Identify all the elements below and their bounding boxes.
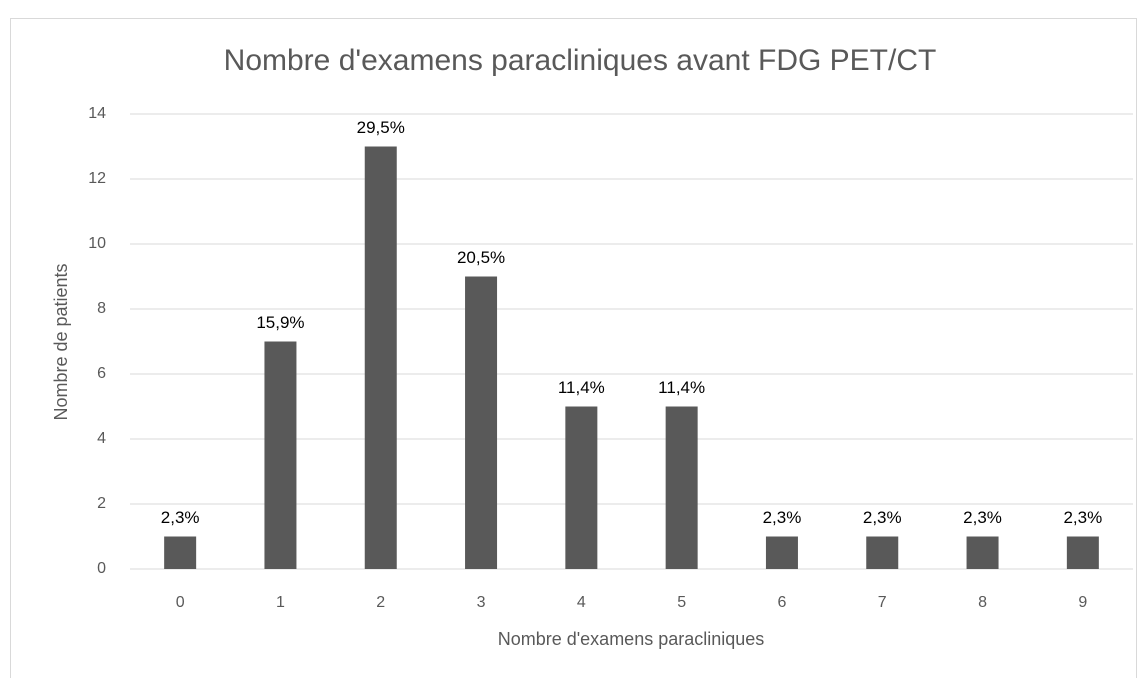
y-tick-label: 10 <box>88 235 106 252</box>
y-tick-label: 2 <box>97 495 106 512</box>
bar <box>164 536 197 569</box>
y-tick-label: 0 <box>97 560 106 577</box>
chart-title: Nombre d'examens paracliniques avant FDG… <box>224 44 937 77</box>
bar <box>565 406 598 569</box>
chart-border <box>10 18 1137 678</box>
bar <box>364 146 397 569</box>
data-label: 15,9% <box>256 313 304 332</box>
x-tick-label: 4 <box>577 594 586 611</box>
x-tick-label: 6 <box>777 594 786 611</box>
y-tick-label: 14 <box>88 105 106 122</box>
data-label: 11,4% <box>558 378 605 397</box>
bar <box>966 536 999 569</box>
y-tick-label: 4 <box>97 430 106 447</box>
y-axis-label: Nombre de patients <box>51 263 71 420</box>
bar <box>765 536 798 569</box>
bar <box>264 341 297 569</box>
data-label: 2,3% <box>1063 508 1102 527</box>
data-label: 29,5% <box>357 118 405 137</box>
x-tick-label: 7 <box>878 594 887 611</box>
data-label: 2,3% <box>763 508 802 527</box>
data-label: 2,3% <box>863 508 902 527</box>
y-tick-label: 12 <box>88 170 106 187</box>
y-tick-label: 8 <box>97 300 106 317</box>
x-tick-label: 2 <box>376 594 385 611</box>
bar <box>465 276 498 569</box>
data-label: 11,4% <box>658 378 705 397</box>
data-label: 2,3% <box>963 508 1002 527</box>
y-tick-label: 6 <box>97 365 106 382</box>
bar <box>1066 536 1099 569</box>
x-axis-label: Nombre d'examens paracliniques <box>498 629 765 649</box>
x-tick-label: 1 <box>276 594 285 611</box>
x-tick-label: 0 <box>176 594 185 611</box>
data-label: 20,5% <box>457 248 505 267</box>
x-tick-label: 8 <box>978 594 987 611</box>
bar <box>866 536 899 569</box>
x-tick-label: 3 <box>477 594 486 611</box>
x-tick-label: 5 <box>677 594 686 611</box>
x-tick-label: 9 <box>1078 594 1087 611</box>
data-label: 2,3% <box>161 508 200 527</box>
bar <box>665 406 698 569</box>
